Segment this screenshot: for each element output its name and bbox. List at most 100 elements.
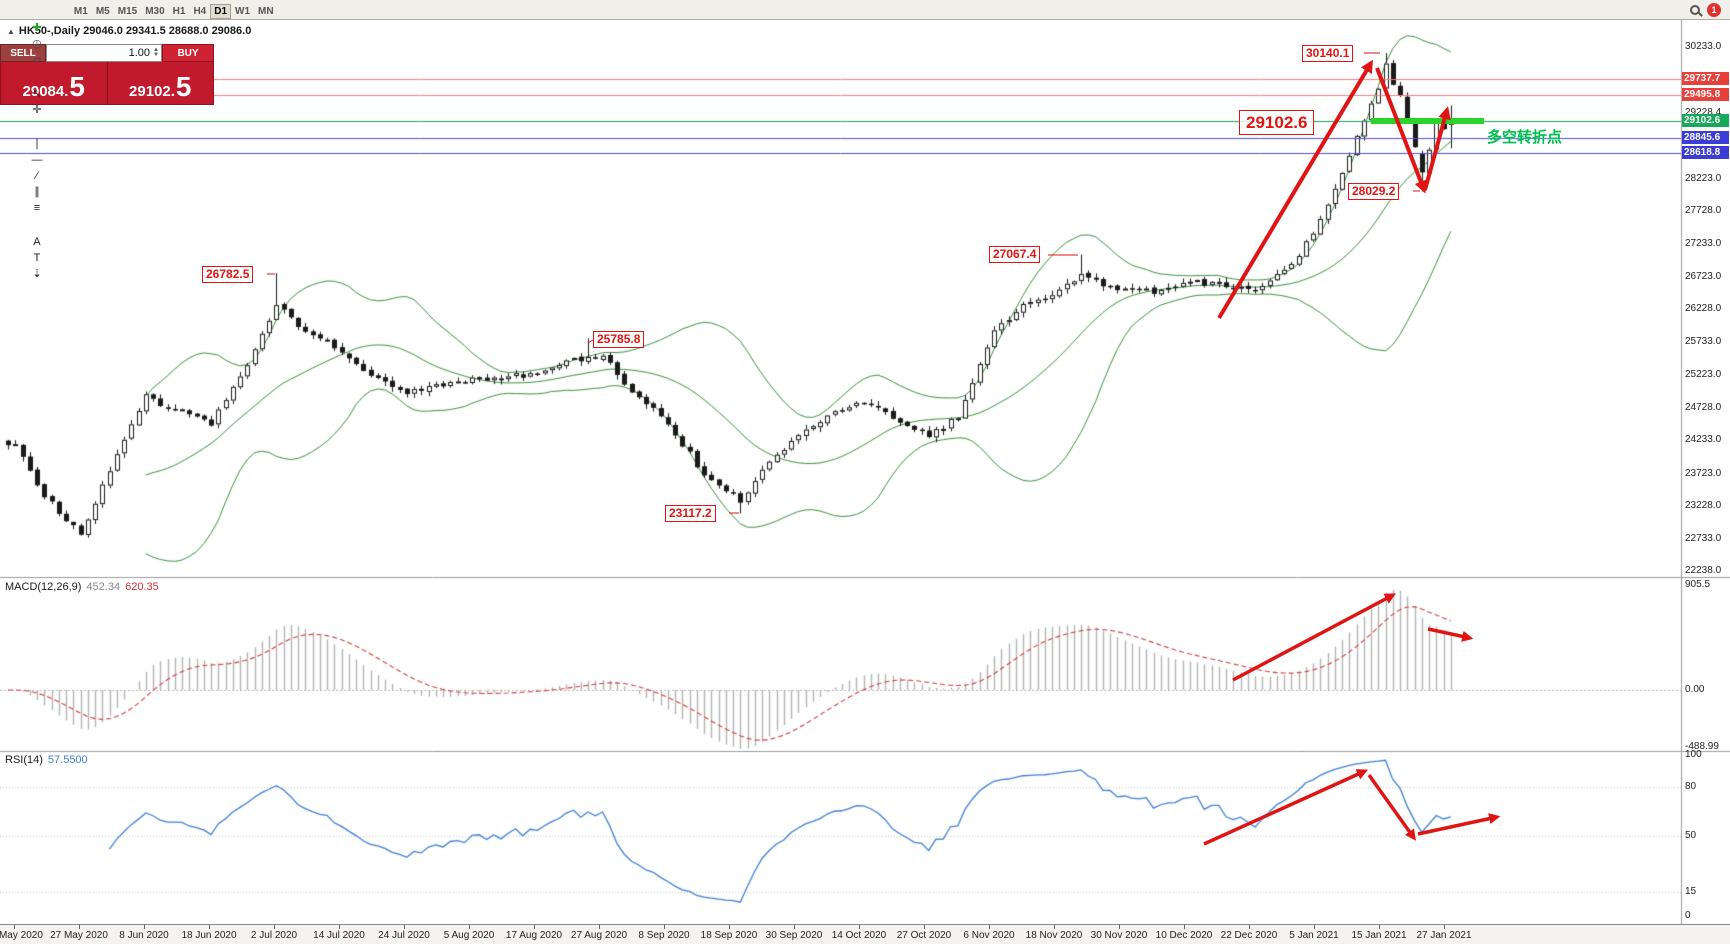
volume-spinner[interactable]: ▲ ▼ [153, 47, 159, 58]
rsi-scale-label: 50 [1685, 829, 1697, 841]
timeframe-d1[interactable]: D1 [210, 3, 232, 19]
time-scale[interactable]: 15 May 2020 27 May 2020 8 Jun 2020 18 Jun 2… [0, 924, 1730, 944]
date-label: 14 Oct 2020 [831, 930, 887, 941]
price-scale-label: 23228.0 [1685, 500, 1722, 512]
pivot-level-bar[interactable] [1371, 118, 1484, 124]
date-label: 18 Sep 2020 [700, 930, 758, 941]
price-annotation[interactable]: 28029.2 [1348, 183, 1400, 200]
text-icon[interactable]: A [33, 235, 41, 248]
price-annotation[interactable]: 26782.5 [202, 266, 254, 283]
macd-scale-label: -488.99 [1685, 740, 1719, 752]
date-label: 27 Aug 2020 [570, 930, 628, 941]
price-scale-label: 24728.0 [1685, 401, 1722, 413]
ask-price-main: 29102. [129, 83, 175, 100]
volume-input[interactable]: 1.00 ▲ ▼ [46, 44, 162, 62]
price-annotation[interactable]: 30140.1 [1302, 45, 1354, 62]
channel-icon[interactable]: ∥ [34, 186, 40, 198]
date-label: 30 Nov 2020 [1090, 930, 1148, 941]
toolbar-right: 1 [1690, 2, 1725, 17]
bid-price: 29084. 5 [1, 62, 107, 104]
add-indicator-icon[interactable]: ✚ [32, 22, 42, 34]
time-tick [794, 925, 795, 929]
chart-title: ▲ HK50-,Daily 29046.0 29341.5 28688.0 29… [7, 25, 251, 37]
price-line-tag: 29102.6 [1682, 114, 1729, 128]
toolbar-buttons: ▦▼▤新订单◉◍▶自动交易║▮∿⊕⊖❏✚◷▱↖✛∣—∕∥≡AT⇣ [5, 0, 69, 300]
date-label: 17 Aug 2020 [505, 930, 563, 941]
date-label: 27 May 2020 [50, 930, 108, 941]
macd-label: MACD(12,26,9) [5, 581, 82, 593]
rsi-value: 57.5500 [47, 754, 88, 766]
cursor-icon[interactable]: ↖ [32, 88, 42, 100]
timeframe-mn[interactable]: MN [258, 5, 274, 17]
volume-value: 1.00 [128, 47, 151, 59]
arrows-tool-icon[interactable]: ⇣ [32, 268, 42, 280]
rsi-scale-label: 0 [1685, 910, 1691, 921]
time-tick [924, 925, 925, 929]
price-annotation[interactable]: 23117.2 [665, 505, 716, 522]
timeframe-h1[interactable]: H1 [172, 5, 186, 17]
price-annotation[interactable]: 29102.6 [1239, 110, 1315, 135]
notification-badge: 1 [1707, 2, 1721, 17]
rsi-scale-label: 100 [1685, 749, 1702, 760]
time-tick [1119, 925, 1120, 929]
date-label: 10 Dec 2020 [1155, 930, 1213, 941]
time-tick [599, 925, 600, 929]
price-scale-label: 27728.0 [1685, 205, 1722, 217]
text-label-icon[interactable]: T [33, 251, 41, 264]
date-label: 8 Jun 2020 [119, 930, 169, 941]
template-icon[interactable]: ▱ [32, 54, 42, 66]
date-label: 5 Jan 2021 [1289, 930, 1339, 941]
price-annotation[interactable]: 25785.8 [593, 331, 645, 348]
price-line-tag: 28618.8 [1682, 145, 1729, 159]
time-tick [664, 925, 665, 929]
macd-scale-label: 0.00 [1685, 684, 1705, 695]
chart-title-text: HK50-,Daily 29046.0 29341.5 28688.0 2908… [18, 25, 252, 37]
date-label: 15 May 2020 [0, 930, 43, 941]
time-tick [404, 925, 405, 929]
fibonacci-icon[interactable]: ≡ [33, 201, 41, 214]
buy-button[interactable]: BUY [162, 44, 214, 62]
time-tick [274, 925, 275, 929]
date-label: 24 Jul 2020 [378, 930, 430, 941]
time-tick [989, 925, 990, 929]
time-tick [79, 925, 80, 929]
timeframe-m1[interactable]: M1 [73, 5, 88, 17]
main-toolbar: ▦▼▤新订单◉◍▶自动交易║▮∿⊕⊖❏✚◷▱↖✛∣—∕∥≡AT⇣ M1M5M15… [0, 0, 1730, 280]
chart-canvas[interactable] [0, 20, 1730, 944]
sell-button[interactable]: SELL [0, 44, 46, 62]
timeframe-m5[interactable]: M5 [95, 5, 110, 17]
tile-windows-icon[interactable]: ❏ [5, 0, 69, 2]
turning-point-label[interactable]: 多空转折点 [1487, 129, 1563, 146]
date-label: 8 Sep 2020 [638, 930, 690, 941]
trendline-icon[interactable]: ∕ [36, 169, 38, 182]
ask-price: 29102. 5 [106, 62, 214, 104]
price-scale-label: 27233.0 [1685, 237, 1722, 249]
time-tick [469, 925, 470, 929]
ask-price-big: 5 [175, 71, 192, 103]
price-scale-label: 24233.0 [1685, 434, 1722, 446]
crosshair-icon[interactable]: ✛ [32, 104, 42, 116]
price-line-tag: 28845.6 [1682, 130, 1729, 144]
time-tick [859, 925, 860, 929]
timeframe-m30[interactable]: M30 [145, 5, 165, 17]
time-tick [339, 925, 340, 929]
date-label: 30 Sep 2020 [765, 930, 823, 941]
macd-value-signal: 620.35 [125, 581, 159, 593]
macd-scale-label: 905.5 [1685, 578, 1711, 590]
timeframe-buttons: M1 M5 M15 M30 H1 H4 D1 W1 MN [70, 1, 278, 19]
time-period-icon[interactable]: ◷ [32, 38, 42, 50]
symbol-triangle-icon: ▲ [7, 26, 15, 36]
vertical-line-icon[interactable]: ∣ [34, 138, 40, 150]
timeframe-h4[interactable]: H4 [193, 5, 207, 17]
price-scale-label: 22238.0 [1685, 565, 1722, 576]
horizontal-line-icon[interactable]: — [31, 153, 43, 166]
price-scale-label: 22733.0 [1685, 532, 1722, 544]
timeframe-w1[interactable]: W1 [235, 5, 251, 17]
timeframe-m15[interactable]: M15 [117, 5, 138, 17]
search-icon[interactable] [1690, 4, 1700, 15]
price-annotation[interactable]: 27067.4 [989, 246, 1041, 263]
price-scale-label: 25223.0 [1685, 369, 1722, 381]
date-label: 15 Jan 2021 [1351, 930, 1407, 941]
price-scale-label: 25733.0 [1685, 335, 1722, 347]
date-label: 22 Dec 2020 [1220, 930, 1278, 941]
